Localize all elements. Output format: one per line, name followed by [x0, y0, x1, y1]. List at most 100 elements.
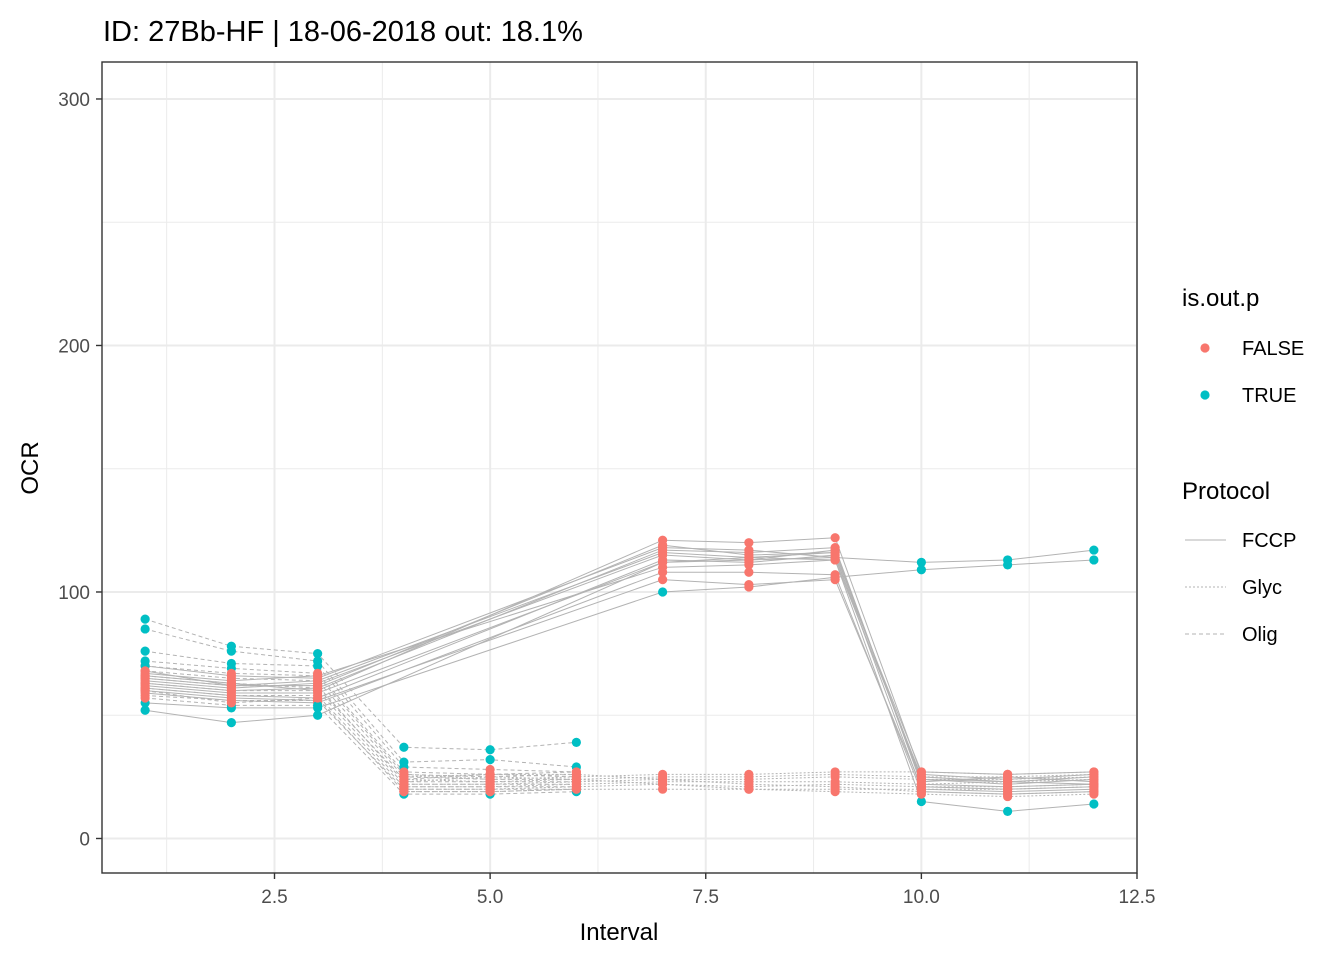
series-line-olig	[145, 690, 577, 793]
series-line-olig	[145, 695, 577, 790]
data-point	[830, 547, 840, 558]
data-point	[1003, 555, 1013, 565]
data-point	[744, 784, 754, 794]
series-line-fccp	[145, 559, 1094, 783]
data-point	[399, 787, 409, 797]
legend-protocol-items: FCCP Glyc Olig	[1185, 530, 1296, 646]
series-line-fccp	[145, 547, 1094, 788]
legend-label-false: FALSE	[1242, 338, 1304, 360]
chart-title: ID: 27Bb-HF | 18-06-2018 out: 18.1%	[103, 16, 583, 48]
data-point	[140, 614, 150, 624]
data-point	[1089, 799, 1099, 809]
data-point	[658, 567, 668, 577]
data-point	[658, 547, 668, 558]
series-line-fccp	[145, 571, 1094, 795]
data-point	[916, 789, 926, 799]
data-point	[744, 538, 754, 548]
legend-color-items: FALSE TRUE	[1200, 338, 1304, 407]
legend-label-true: TRUE	[1242, 385, 1296, 407]
legend-title-color: is.out.p	[1182, 285, 1259, 312]
data-point	[658, 535, 668, 545]
data-point	[744, 552, 754, 563]
data-point	[313, 661, 323, 671]
data-point	[830, 555, 840, 565]
data-point	[140, 624, 150, 634]
data-point	[744, 545, 754, 555]
data-point	[226, 698, 236, 708]
y-tick-label: 300	[58, 90, 90, 111]
series-line-fccp	[145, 552, 1094, 785]
legend: is.out.p FALSE TRUE Protocol FCCP Glyc Olig	[1182, 285, 1304, 646]
data-point	[744, 582, 754, 592]
data-point	[830, 572, 840, 582]
data-point	[744, 567, 754, 577]
data-point	[1003, 806, 1013, 816]
data-point	[1089, 789, 1099, 799]
data-point	[226, 678, 236, 688]
x-tick-label: 2.5	[261, 887, 287, 908]
x-tick-label: 5.0	[477, 887, 503, 908]
data-point	[313, 649, 323, 659]
data-point	[485, 772, 495, 782]
legend-label-glyc: Glyc	[1242, 577, 1282, 599]
series-line-olig	[145, 687, 577, 788]
data-point	[226, 646, 236, 656]
data-point	[140, 646, 150, 656]
panel-border	[101, 61, 1138, 874]
data-point	[226, 718, 236, 728]
data-point	[571, 737, 581, 747]
data-point	[658, 575, 668, 585]
data-point	[658, 779, 668, 789]
series-line-olig	[145, 697, 577, 795]
data-points	[140, 533, 1099, 816]
data-point	[571, 784, 581, 794]
data-point	[313, 693, 323, 703]
series-line-olig	[145, 628, 577, 768]
series-lines	[144, 537, 1094, 812]
data-point	[830, 787, 840, 797]
y-tick-label: 0	[79, 829, 90, 850]
data-point	[485, 745, 495, 755]
legend-key-false	[1200, 343, 1210, 353]
data-point	[313, 700, 323, 710]
data-point	[916, 557, 926, 568]
series-line-olig	[144, 618, 577, 751]
data-point	[916, 796, 926, 807]
data-point	[1089, 545, 1099, 555]
data-point	[916, 565, 926, 575]
data-point	[313, 683, 323, 693]
series-line-fccp	[145, 537, 1094, 780]
data-point	[140, 705, 150, 715]
x-tick-label: 7.5	[693, 887, 719, 908]
data-point	[485, 787, 495, 797]
series-line-olig	[145, 660, 577, 778]
legend-title-protocol: Protocol	[1182, 478, 1270, 505]
data-point	[658, 587, 668, 597]
data-point	[1003, 791, 1013, 802]
y-axis: 0 100 200 300	[58, 90, 102, 850]
data-point	[658, 557, 668, 568]
series-line-fccp	[145, 554, 1094, 793]
grid	[102, 62, 1138, 873]
series-line-olig	[145, 650, 577, 773]
data-point	[1089, 555, 1099, 565]
legend-label-olig: Olig	[1242, 624, 1278, 646]
data-point	[140, 693, 150, 703]
y-tick-label: 100	[58, 583, 90, 604]
x-axis: 2.5 5.0 7.5 10.0 12.5	[261, 873, 1155, 908]
x-tick-label: 12.5	[1119, 887, 1156, 908]
x-axis-title: Interval	[580, 919, 659, 946]
data-point	[399, 777, 409, 787]
data-point	[571, 774, 581, 784]
series-line-olig	[145, 665, 577, 778]
data-point	[140, 685, 150, 696]
x-tick-label: 10.0	[903, 887, 940, 908]
y-axis-title: OCR	[17, 441, 44, 494]
legend-label-fccp: FCCP	[1242, 530, 1296, 552]
data-point	[485, 755, 495, 765]
data-point	[313, 710, 323, 720]
data-point	[399, 742, 409, 752]
series-line-fccp	[145, 549, 1094, 783]
data-point	[140, 671, 150, 681]
data-point	[830, 533, 840, 543]
